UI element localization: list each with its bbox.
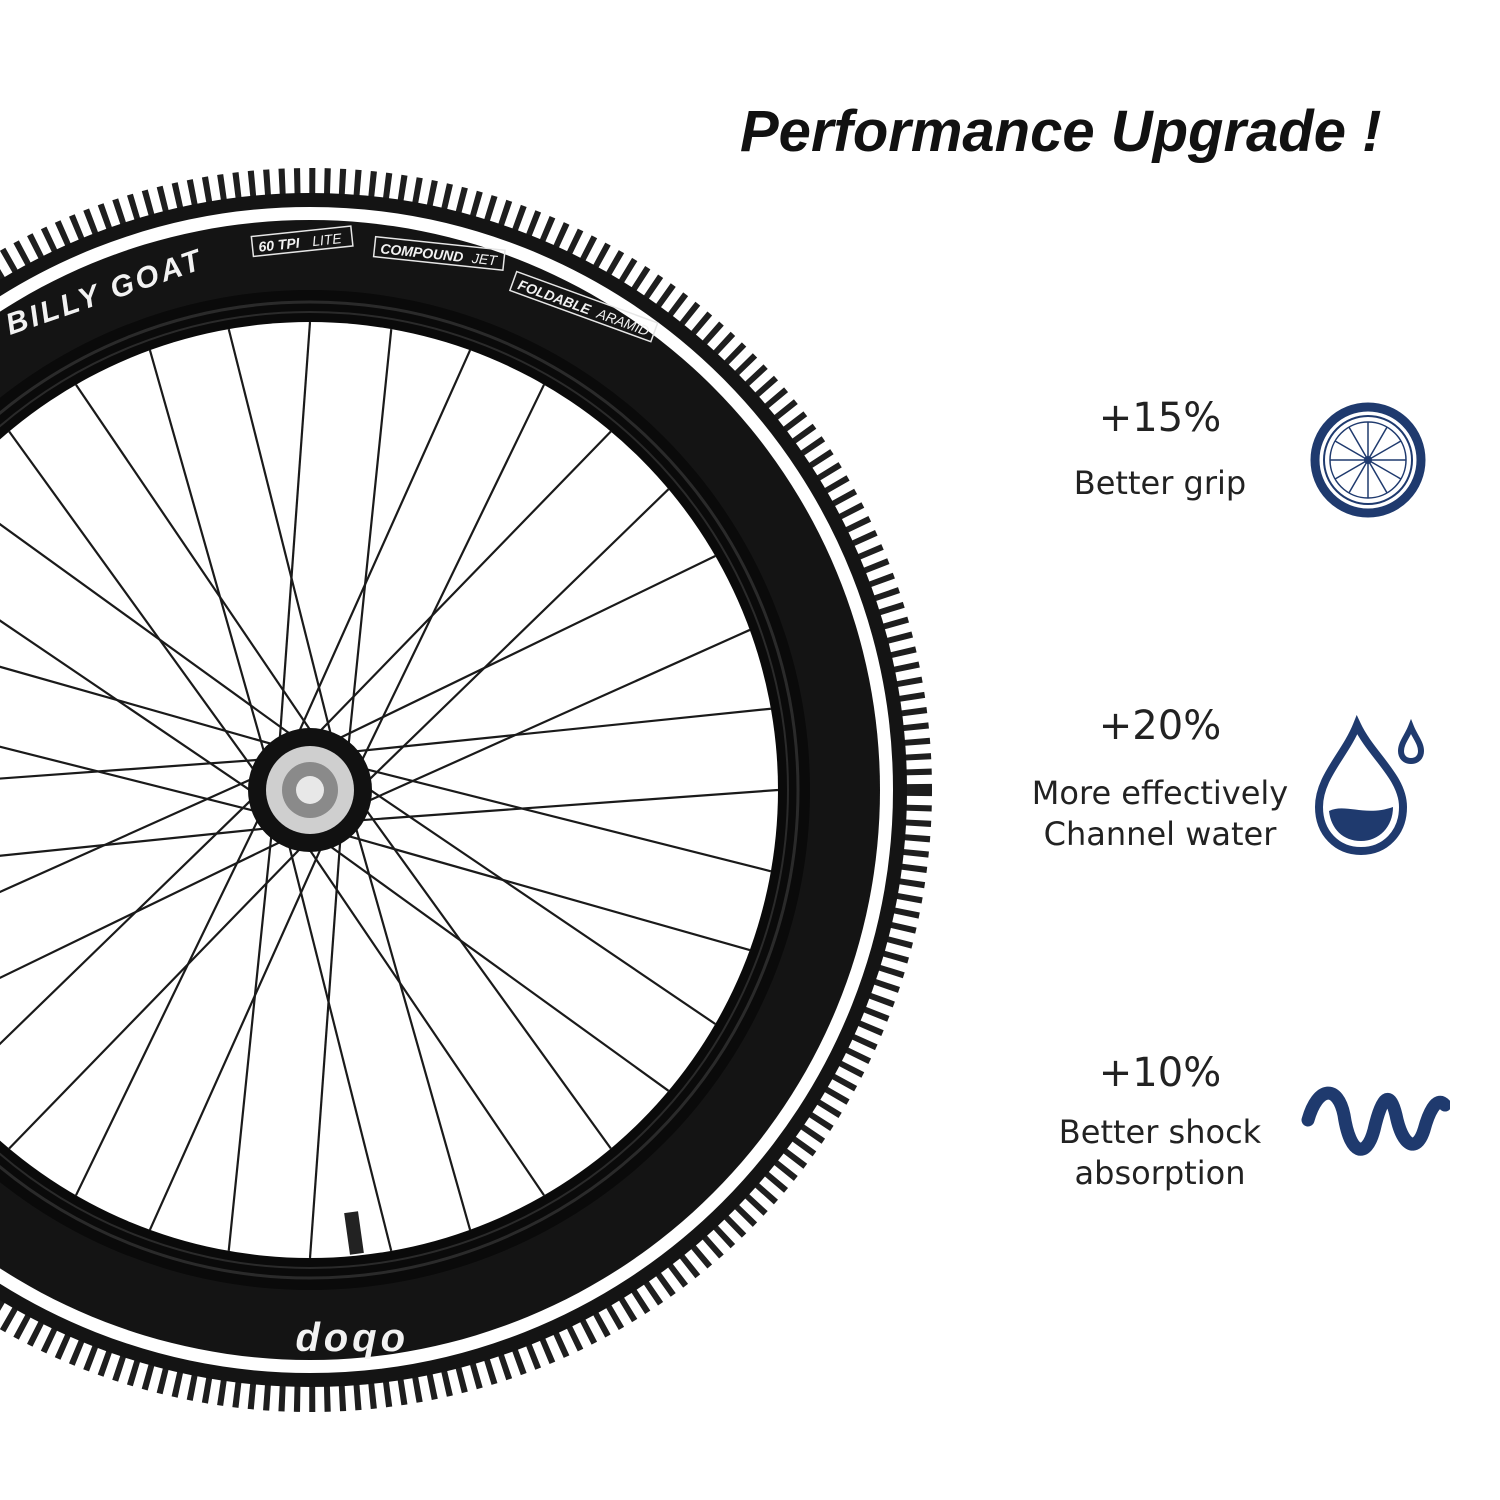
hub [248,728,372,852]
icon-spoke [1334,459,1369,480]
spoke [0,797,254,1046]
spoke [359,788,779,822]
spoke [0,839,283,980]
feature-water: +20% More effectively Channel water [995,703,1325,863]
sidewall-lower-label: obop [291,1321,405,1365]
spoke [363,767,772,873]
icon-spoke [1367,459,1402,480]
feature-percent: +15% [1098,395,1222,441]
spoke [327,844,670,1092]
spokes [0,321,779,1259]
spoke [0,619,253,793]
rim [0,290,810,1290]
spoke [297,349,472,734]
spoke [366,628,751,803]
tpi-text: 60 TPI [258,234,302,254]
valve-stem [344,1211,364,1255]
feature-description-line: absorption [1074,1154,1246,1192]
icon-spoke [1367,426,1388,461]
feature-description-line: Better grip [1073,464,1247,502]
spoke [75,817,261,1196]
tpi-variant-text: LITE [311,230,343,249]
feature-shock: +10% Better shock absorption [995,1050,1325,1200]
feature-description-line: Channel water [1043,815,1277,853]
spoke [308,839,342,1259]
spoke [227,328,333,737]
compound-variant-text: JET [470,250,499,269]
spoke [8,430,256,773]
spoke [345,834,751,952]
spoke [0,827,267,857]
spoke [148,349,266,755]
icon-spoke [1348,426,1369,461]
spoke [337,555,716,741]
spoke [0,745,257,813]
spoke [0,777,254,894]
spoke [0,665,275,746]
spoke [278,321,312,741]
icon-spoke [1348,459,1369,494]
feature-grip: +15% Better grip [995,395,1325,515]
feature-percent: +20% [1098,703,1222,749]
spoke [359,384,545,763]
spoke [354,825,472,1231]
shock-wave-icon [1301,1086,1450,1156]
icon-spoke [1334,440,1369,461]
spoke [353,707,772,753]
spoke [0,758,261,780]
feature-percent: +10% [1098,1050,1222,1096]
lower-sidewall-text: obop [291,1321,405,1365]
feature-description-line: Better shock [1058,1113,1262,1151]
spoke [148,846,323,1231]
wheel-icon [1310,402,1426,518]
spoke [8,846,303,1150]
spoke [366,488,670,783]
spoke [317,430,612,734]
icon-spoke [1367,459,1388,494]
spoke [347,328,393,747]
sidewall-tpi-label: 60 TPI LITE [250,225,354,258]
page-title: Performance Upgrade ! [740,99,1382,164]
icon-spoke [1367,440,1402,461]
spoke [307,847,545,1196]
spoke [227,833,273,1252]
feature-description-line: More effectively [1031,774,1289,812]
spoke [287,843,393,1252]
spoke [0,522,293,736]
spoke [75,384,313,733]
spoke [364,807,612,1150]
spoke [367,787,716,1025]
water-drop-icon [1314,715,1425,856]
